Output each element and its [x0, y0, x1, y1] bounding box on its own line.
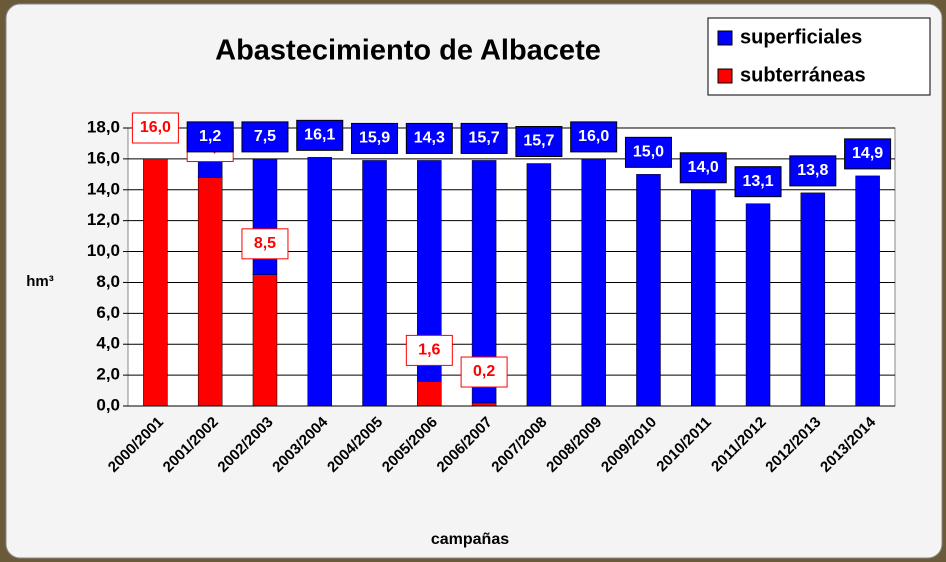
value-label: 13,8: [797, 162, 828, 179]
y-tick-label: 4,0: [96, 334, 120, 353]
legend-swatch: [718, 69, 732, 83]
bar-segment: [308, 157, 332, 406]
value-label: 1,6: [418, 342, 440, 359]
value-label: 15,9: [359, 130, 390, 147]
y-tick-label: 6,0: [96, 303, 120, 322]
value-label: 16,0: [578, 128, 609, 145]
value-label: 7,5: [254, 128, 276, 145]
y-tick-label: 12,0: [87, 210, 120, 229]
legend-label: subterráneas: [740, 64, 866, 86]
value-label: 1,2: [199, 128, 221, 145]
bar-segment: [746, 204, 770, 406]
bar-segment: [417, 381, 441, 406]
bar-segment: [198, 177, 222, 406]
bar-segment: [363, 160, 387, 406]
value-label: 15,7: [523, 133, 554, 150]
legend-label: superficiales: [740, 26, 862, 48]
value-label: 14,0: [688, 159, 719, 176]
bar-segment: [143, 159, 167, 406]
value-label: 14,9: [852, 145, 883, 162]
y-tick-label: 2,0: [96, 365, 120, 384]
bar-segment: [801, 193, 825, 406]
y-tick-label: 8,0: [96, 272, 120, 291]
y-axis-label: hm³: [26, 273, 54, 290]
bar-segment: [253, 275, 277, 406]
value-label: 15,0: [633, 144, 664, 161]
x-axis-label: campañas: [431, 531, 509, 548]
y-tick-label: 14,0: [87, 179, 120, 198]
value-label: 0,2: [473, 363, 495, 380]
value-label: 14,3: [414, 130, 445, 147]
y-tick-label: 18,0: [87, 117, 120, 136]
chart: Abastecimiento de Albacete hm³ campañas …: [0, 0, 946, 562]
bar-segment: [582, 159, 606, 406]
value-label: 8,5: [254, 235, 276, 252]
y-tick-label: 16,0: [87, 148, 120, 167]
bar-segment: [636, 174, 660, 406]
legend-swatch: [718, 31, 732, 45]
y-tick-label: 10,0: [87, 241, 120, 260]
bar-segment: [527, 164, 551, 406]
value-label: 16,1: [304, 127, 335, 144]
bar-segment: [856, 176, 880, 406]
value-label: 16,0: [140, 119, 171, 136]
value-label: 13,1: [742, 173, 773, 190]
value-label: 15,7: [469, 130, 500, 147]
bar-segment: [691, 190, 715, 406]
y-tick-label: 0,0: [96, 395, 120, 414]
chart-title: Abastecimiento de Albacete: [215, 35, 601, 67]
